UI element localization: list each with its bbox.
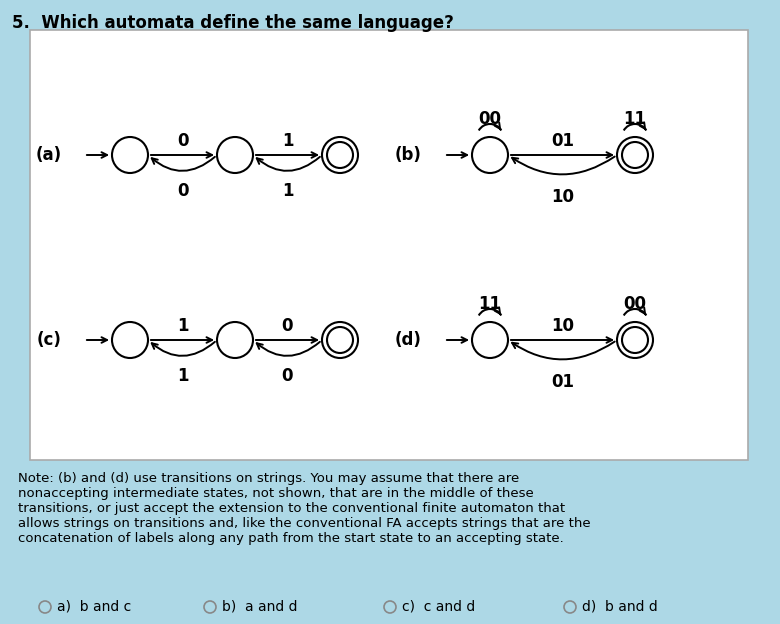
- Text: 1: 1: [282, 182, 293, 200]
- Text: 1: 1: [177, 317, 188, 335]
- Text: transitions, or just accept the extension to the conventional finite automaton t: transitions, or just accept the extensio…: [18, 502, 566, 515]
- Text: 10: 10: [551, 317, 574, 335]
- Text: b)  a and d: b) a and d: [222, 600, 297, 614]
- Text: (c): (c): [37, 331, 62, 349]
- Text: 0: 0: [282, 367, 293, 385]
- Text: nonaccepting intermediate states, not shown, that are in the middle of these: nonaccepting intermediate states, not sh…: [18, 487, 534, 500]
- Text: 11: 11: [478, 295, 502, 313]
- Text: allows strings on transitions and, like the conventional FA accepts strings that: allows strings on transitions and, like …: [18, 517, 590, 530]
- Text: concatenation of labels along any path from the start state to an accepting stat: concatenation of labels along any path f…: [18, 532, 564, 545]
- Text: 0: 0: [177, 182, 188, 200]
- Text: 00: 00: [623, 295, 647, 313]
- Text: 01: 01: [551, 132, 574, 150]
- Text: Note: (b) and (d) use transitions on strings. You may assume that there are: Note: (b) and (d) use transitions on str…: [18, 472, 519, 485]
- Text: 01: 01: [551, 373, 574, 391]
- Text: 10: 10: [551, 188, 574, 206]
- Text: 0: 0: [177, 132, 188, 150]
- Text: 5.  Which automata define the same language?: 5. Which automata define the same langua…: [12, 14, 454, 32]
- FancyBboxPatch shape: [30, 30, 748, 460]
- Text: 1: 1: [282, 132, 293, 150]
- Text: (a): (a): [36, 146, 62, 164]
- Text: c)  c and d: c) c and d: [402, 600, 475, 614]
- Text: (b): (b): [395, 146, 422, 164]
- Text: d)  b and d: d) b and d: [582, 600, 658, 614]
- Text: a)  b and c: a) b and c: [57, 600, 131, 614]
- Text: 0: 0: [282, 317, 293, 335]
- Text: (d): (d): [395, 331, 422, 349]
- Text: 11: 11: [623, 110, 647, 128]
- Text: 00: 00: [478, 110, 502, 128]
- Text: 1: 1: [177, 367, 188, 385]
